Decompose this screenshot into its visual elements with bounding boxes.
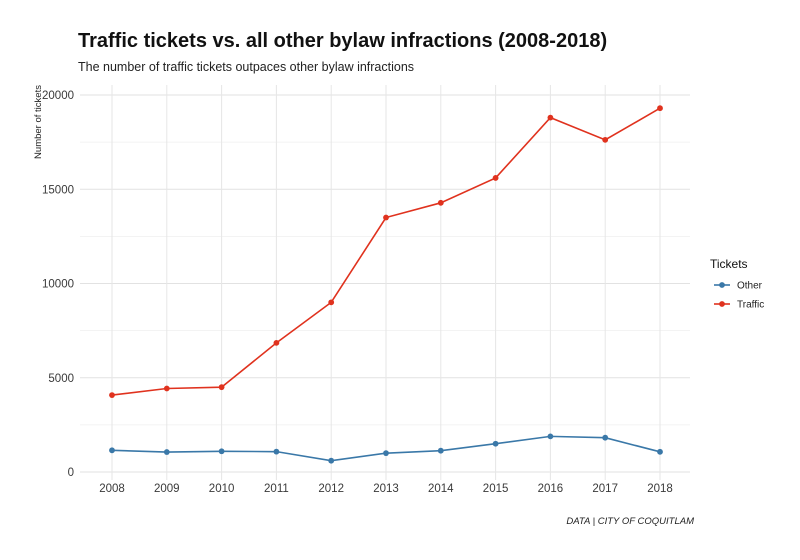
data-point-other [163,449,170,455]
data-point-traffic [602,136,609,143]
chart-title: Traffic tickets vs. all other bylaw infr… [78,30,608,52]
data-point-other [547,433,554,440]
data-point-other [492,440,499,447]
x-tick-label: 2015 [483,483,509,495]
data-point-traffic [218,384,225,391]
series-layer [109,105,663,464]
data-point-other [328,457,335,464]
y-tick-label: 10000 [42,279,74,291]
data-point-other [273,448,280,455]
data-point-traffic [492,175,499,181]
y-tick-labels: 0 5000 10000 15000 20000 [42,90,74,479]
chart-subtitle: The number of traffic tickets outpaces o… [78,60,415,74]
x-tick-label: 2010 [209,483,235,495]
data-point-traffic [328,299,335,306]
y-tick-label: 0 [68,467,74,479]
x-tick-label: 2008 [99,483,125,495]
data-point-traffic [109,392,115,398]
x-tick-label: 2013 [373,483,399,495]
x-tick-label: 2016 [538,483,564,495]
legend-key-point-traffic [719,301,725,307]
x-tick-label: 2012 [318,483,344,495]
data-point-traffic [437,199,444,206]
x-tick-label: 2014 [428,483,454,495]
legend-key-point-other [719,282,725,288]
legend-title: Tickets [710,257,748,271]
y-tick-label: 5000 [48,373,74,385]
data-point-traffic [163,385,170,392]
x-tick-label: 2017 [592,483,618,495]
data-point-other [437,447,444,454]
data-source-caption: DATA | CITY OF COQUITLAM [566,516,694,527]
legend-label-traffic: Traffic [737,300,764,311]
data-point-other [218,448,225,455]
data-point-traffic [273,339,280,346]
y-tick-label: 20000 [42,90,74,102]
data-point-traffic [547,114,554,121]
x-tick-label: 2009 [154,483,180,495]
y-tick-label: 15000 [42,184,74,196]
x-tick-label: 2018 [647,483,673,495]
data-point-other [657,448,663,455]
y-axis-label: Number of tickets [33,85,44,159]
x-tick-label: 2011 [264,483,289,495]
data-point-other [602,434,609,441]
legend: Tickets Other Traffic [710,257,764,311]
legend-label-other: Other [737,281,763,292]
data-point-traffic [657,105,663,112]
grid-lines [80,85,690,480]
data-point-other [109,447,115,454]
x-tick-labels: 2008 2009 2010 2011 2012 2013 2014 2015 2016 2017… [99,483,673,495]
data-point-other [383,450,389,457]
data-point-traffic [383,214,389,221]
